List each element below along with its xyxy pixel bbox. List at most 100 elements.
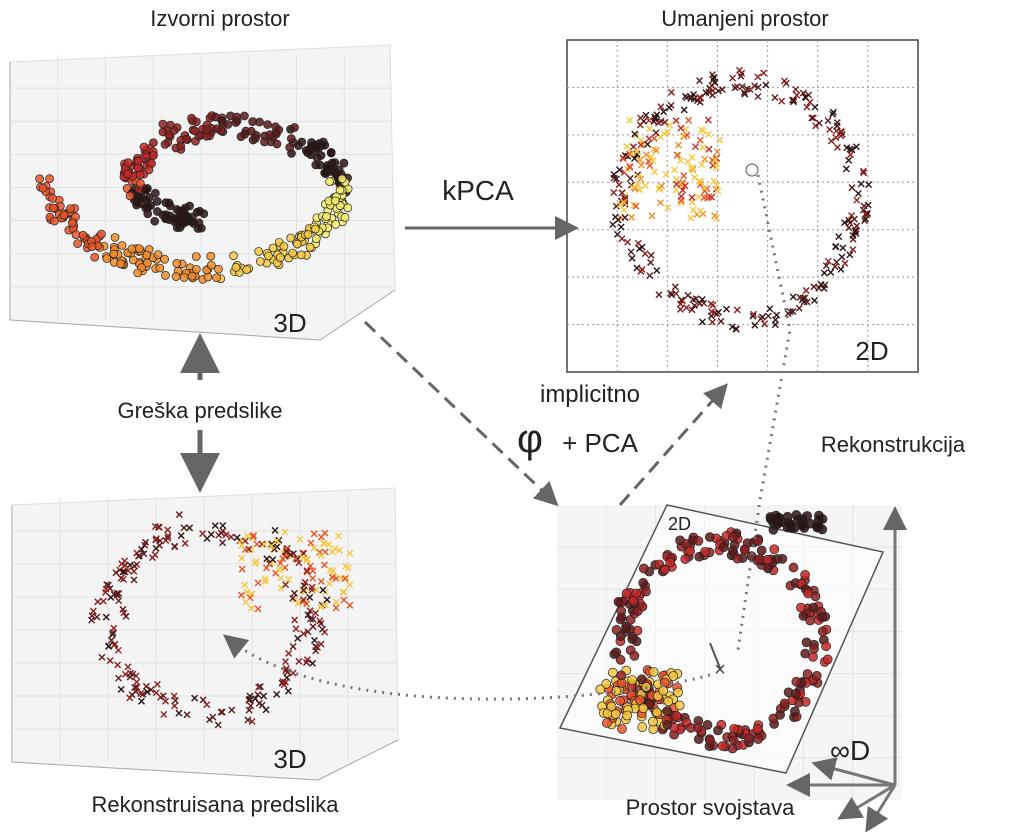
data-point bbox=[861, 210, 869, 218]
data-point bbox=[339, 588, 347, 596]
data-point bbox=[647, 259, 655, 267]
data-point bbox=[312, 609, 320, 617]
data-point bbox=[255, 257, 265, 266]
plane-dim-label: 2D bbox=[668, 514, 691, 534]
data-point bbox=[699, 127, 707, 135]
data-point bbox=[621, 213, 629, 221]
data-point bbox=[655, 119, 663, 127]
data-point bbox=[293, 555, 301, 563]
data-point bbox=[286, 550, 294, 558]
data-point bbox=[697, 207, 705, 215]
data-point bbox=[693, 734, 704, 745]
data-point bbox=[821, 641, 831, 652]
grid bbox=[12, 498, 396, 762]
data-point bbox=[713, 725, 723, 736]
data-point bbox=[317, 552, 325, 560]
data-point bbox=[645, 116, 653, 124]
data-point bbox=[193, 224, 203, 233]
data-point bbox=[50, 216, 59, 226]
data-point bbox=[114, 661, 122, 669]
data-point bbox=[806, 98, 814, 106]
data-point bbox=[162, 697, 170, 705]
data-point bbox=[709, 87, 717, 95]
data-point bbox=[701, 155, 709, 163]
data-point bbox=[791, 510, 802, 520]
data-point bbox=[761, 320, 769, 328]
data-point bbox=[610, 170, 618, 178]
data-point bbox=[328, 548, 336, 556]
data-point bbox=[172, 259, 182, 268]
data-point bbox=[638, 265, 646, 273]
data-point bbox=[838, 253, 846, 261]
data-point bbox=[646, 162, 654, 170]
data-point bbox=[615, 631, 626, 642]
data-point bbox=[611, 647, 622, 658]
data-point bbox=[319, 586, 327, 594]
data-point bbox=[254, 247, 264, 256]
data-point bbox=[176, 141, 186, 151]
data-point bbox=[617, 223, 625, 231]
data-point bbox=[648, 212, 656, 220]
data-point bbox=[660, 108, 668, 116]
data-point bbox=[312, 647, 320, 655]
data-point bbox=[340, 213, 350, 222]
data-point bbox=[299, 598, 307, 606]
data-point bbox=[296, 250, 306, 260]
data-point bbox=[346, 549, 354, 557]
data-point bbox=[87, 242, 97, 252]
data-point bbox=[813, 521, 824, 532]
data-point bbox=[131, 684, 139, 692]
data-point bbox=[711, 212, 719, 220]
projected-point-icon: × bbox=[714, 659, 726, 681]
data-point bbox=[311, 636, 318, 644]
data-point bbox=[713, 148, 721, 156]
data-point bbox=[627, 634, 638, 645]
data-point bbox=[777, 553, 788, 564]
data-point bbox=[718, 542, 729, 553]
data-point bbox=[677, 157, 685, 165]
data-point bbox=[845, 216, 853, 224]
data-point bbox=[317, 620, 325, 628]
data-point bbox=[309, 574, 317, 582]
data-point bbox=[677, 124, 685, 132]
data-point bbox=[727, 743, 738, 754]
data-point bbox=[330, 196, 340, 206]
data-point bbox=[636, 674, 647, 685]
data-point bbox=[264, 251, 273, 261]
data-point bbox=[696, 77, 704, 85]
data-point bbox=[276, 566, 284, 574]
data-point bbox=[832, 242, 840, 250]
data-point bbox=[667, 88, 675, 96]
data-point bbox=[124, 663, 132, 671]
data-point bbox=[35, 174, 45, 184]
data-point bbox=[115, 597, 123, 605]
data-point bbox=[291, 616, 299, 624]
data-point bbox=[341, 575, 349, 583]
data-point bbox=[610, 709, 621, 719]
data-point bbox=[315, 160, 325, 170]
data-point bbox=[728, 323, 736, 331]
data-point bbox=[322, 212, 331, 221]
data-point bbox=[112, 569, 120, 577]
data-point bbox=[852, 143, 860, 151]
data-point bbox=[254, 605, 262, 613]
data-point bbox=[697, 178, 705, 186]
data-point bbox=[187, 113, 196, 123]
data-point bbox=[109, 630, 117, 638]
data-point bbox=[788, 96, 796, 104]
data-point bbox=[691, 173, 699, 181]
data-point bbox=[655, 291, 663, 299]
data-point bbox=[762, 554, 773, 565]
data-point bbox=[790, 96, 798, 104]
data-point bbox=[705, 130, 713, 138]
data-point bbox=[614, 216, 622, 224]
data-point bbox=[708, 193, 716, 201]
data-point bbox=[829, 110, 837, 118]
data-point bbox=[694, 193, 702, 201]
data-point bbox=[668, 291, 676, 299]
data-point bbox=[331, 169, 340, 179]
data-point bbox=[300, 630, 307, 638]
data-point bbox=[175, 709, 183, 717]
original-space-title: Izvorni prostor bbox=[150, 6, 289, 31]
data-point bbox=[797, 520, 808, 531]
